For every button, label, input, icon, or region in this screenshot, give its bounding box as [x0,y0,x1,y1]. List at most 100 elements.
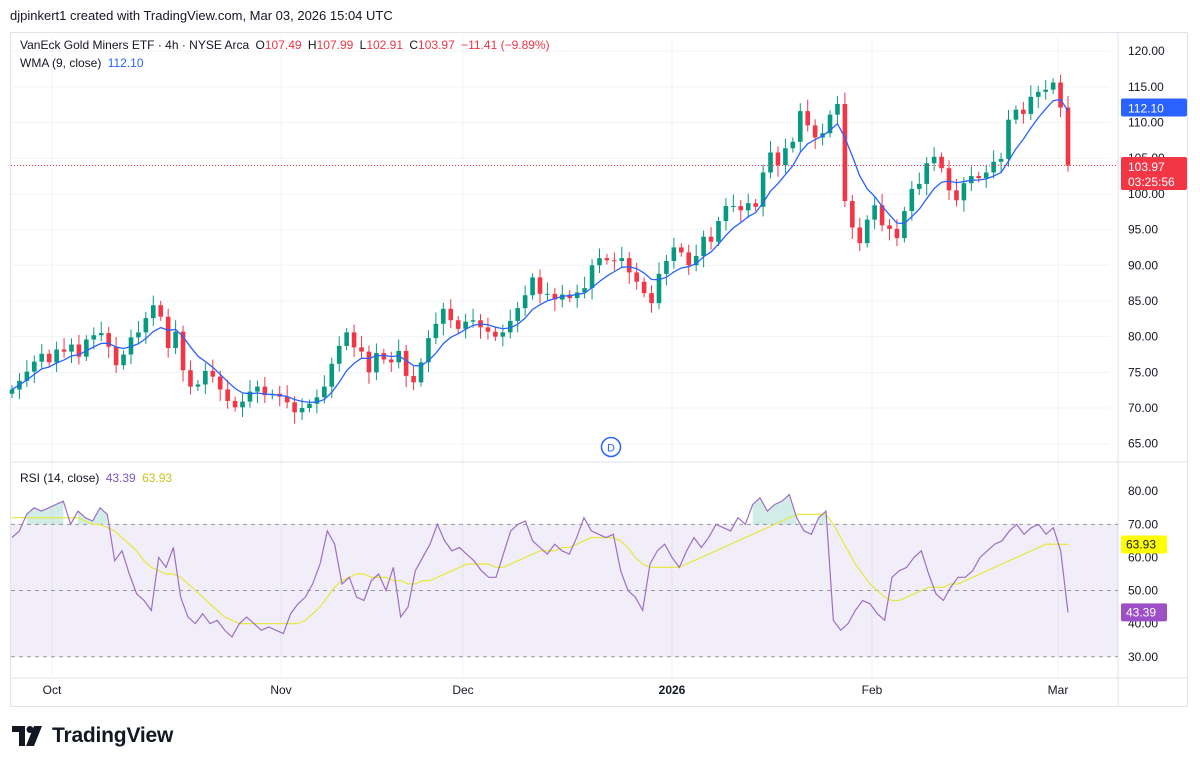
candle-body [835,103,840,115]
dividend-marker-icon [600,436,622,458]
rsi-y-tick-label: 30.00 [1128,650,1158,664]
candle-body [441,308,446,324]
dividend-marker-label: D [607,443,615,455]
price-y-tick-label: 90.00 [1128,258,1158,272]
candle-body [812,125,818,138]
candle-body [678,247,684,253]
candle-body [351,332,357,348]
candle-body [693,255,699,266]
price-y-tick-label: 65.00 [1128,437,1158,451]
candle-body [322,386,327,398]
price-y-tick-label: 75.00 [1128,365,1158,379]
candle-body [284,396,290,403]
candle-body [388,359,394,363]
candle-body [463,321,468,329]
candle-body [805,111,811,126]
candle-body [909,188,915,212]
candle-body [381,353,387,360]
candle-body [485,327,491,332]
tradingview-logo-icon [12,726,42,746]
candle-body [448,308,454,321]
rsi-line [11,493,1069,638]
candle-body [336,345,342,364]
candle-body [493,331,498,337]
candle-body [760,172,766,207]
candle-body [686,252,692,266]
rsi-y-tick-label: 70.00 [1128,517,1158,531]
candle-body [567,294,573,299]
price-y-tick-label: 110.00 [1128,116,1164,130]
price-y-tick-label: 115.00 [1128,80,1164,94]
candle-body [344,332,349,346]
candle-body [1013,109,1019,120]
candle-body [604,258,610,261]
candle-body [649,293,654,304]
candle-body [121,354,126,366]
candle-body [188,370,193,387]
candle-body [768,152,773,173]
x-tick-label: Oct [43,683,62,697]
candle-body [656,273,662,304]
candle-body [98,333,104,336]
candle-body [173,331,178,349]
candle-body [745,203,751,211]
candle-body [61,349,67,352]
candle-body [522,295,528,309]
candle-body [515,308,520,321]
candle-body [366,351,372,373]
candle-body [708,236,714,242]
candle-body [292,402,297,413]
chart-frame[interactable] [10,32,1188,707]
candle-body [850,201,855,228]
x-tick-label: Mar [1048,683,1069,697]
candle-body [143,318,149,333]
price-badge [1121,157,1187,191]
candle-body [418,362,424,383]
price-badge-text: 03:25:56 [1128,175,1175,189]
candle-body [597,258,602,266]
x-tick-label: Nov [270,683,291,697]
low-label: L [359,38,367,52]
rsi-badge-text: 43.39 [1126,605,1156,619]
candle-body [1006,119,1011,159]
candle-body [76,344,82,357]
rsi-overbought-fill [818,511,826,525]
candle-body [195,384,201,387]
candle-body [1028,96,1034,114]
open-label: O [255,38,265,52]
candle-body [537,277,543,294]
rsi-y-tick-label: 50.00 [1128,584,1158,598]
x-tick-label: Feb [862,683,883,697]
candle-body [255,386,260,392]
candle-body [783,148,788,166]
candle-body [314,397,320,404]
footer-logo[interactable]: TradingView [12,724,173,748]
candle-body [842,103,848,202]
candle-body [470,320,476,322]
rsi-ma-value: 63.93 [142,471,173,485]
candle-body [225,389,230,401]
candle-body [374,353,379,373]
attribution-text: djpinkert1 created with TradingView.com,… [10,8,393,23]
candle-body [545,293,550,295]
candle-body [1058,82,1063,108]
candle-body [827,114,833,134]
candle-body [359,347,364,352]
wma-badge-text: 112.10 [1128,102,1164,116]
candle-body [203,370,208,385]
symbol-label: VanEck Gold Miners ETF · 4h · NYSE Arca [20,38,250,52]
price-y-tick-label: 100.00 [1128,187,1165,201]
candle-body [396,350,402,363]
candle-body [240,401,245,408]
candle-body [902,211,907,239]
candle-body [574,292,580,299]
price-y-tick-label: 85.00 [1128,294,1158,308]
x-tick-label: Dec [452,683,473,697]
low-value: 102.91 [366,38,404,52]
candle-body [24,371,30,381]
candle-body [931,156,937,164]
rsi-badge [1121,603,1167,622]
candle-body [738,206,744,211]
candle-body [217,376,223,390]
